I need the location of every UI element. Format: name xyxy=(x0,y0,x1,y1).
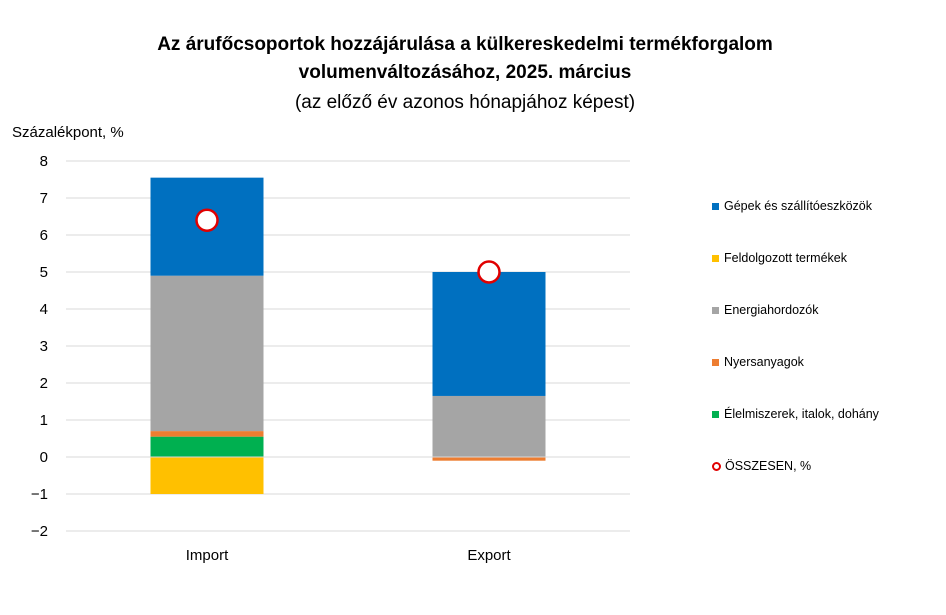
y-tick-label: 4 xyxy=(40,301,48,318)
legend-swatch xyxy=(712,306,719,314)
legend-swatch xyxy=(712,254,719,262)
y-tick-label: 8 xyxy=(40,153,48,170)
legend-marker xyxy=(712,461,721,471)
legend-item: Nyersanyagok xyxy=(712,352,804,372)
legend-label: Gépek és szállítóeszközök xyxy=(724,199,872,213)
chart-title-line2: volumenváltozásához, 2025. március xyxy=(298,62,632,83)
bar-segment xyxy=(432,395,546,457)
bar-segment xyxy=(150,457,264,494)
legend-swatch xyxy=(712,410,719,418)
legend-label: ÖSSZESEN, % xyxy=(725,459,812,473)
y-tick-label: 3 xyxy=(40,338,48,355)
y-tick-label: 5 xyxy=(40,264,48,281)
legend-item: ÖSSZESEN, % xyxy=(712,456,811,476)
chart-title-line1: Az árufőcsoportok hozzájárulása a külker… xyxy=(157,34,773,55)
bar-segment xyxy=(150,275,264,432)
legend-label: Feldolgozott termékek xyxy=(724,251,847,265)
legend-label: Energiahordozók xyxy=(724,303,819,317)
y-tick-label: 0 xyxy=(40,449,48,466)
y-tick-label: 2 xyxy=(40,375,48,392)
legend-item: Élelmiszerek, italok, dohány xyxy=(712,404,879,424)
bar-segment xyxy=(432,272,546,396)
total-marker xyxy=(195,208,219,232)
legend-label: Élelmiszerek, italok, dohány xyxy=(724,407,879,421)
legend-label: Nyersanyagok xyxy=(724,355,804,369)
legend-swatch xyxy=(712,202,719,210)
y-tick-label: 7 xyxy=(40,190,48,207)
bar-segment xyxy=(432,457,546,461)
legend-item: Energiahordozók xyxy=(712,300,819,320)
y-tick-label: −2 xyxy=(31,523,48,540)
x-tick-label: Import xyxy=(186,547,229,564)
y-tick-label: 1 xyxy=(40,412,48,429)
legend-item: Feldolgozott termékek xyxy=(712,248,847,268)
bar-segment xyxy=(150,436,264,457)
legend-item: Gépek és szállítóeszközök xyxy=(712,196,872,216)
y-tick-label: 6 xyxy=(40,227,48,244)
total-marker xyxy=(477,260,501,284)
legend-swatch xyxy=(712,358,719,366)
y-tick-label: −1 xyxy=(31,486,48,503)
x-tick-label: Export xyxy=(467,547,511,564)
y-axis-label: Százalékpont, % xyxy=(12,124,124,141)
chart-subtitle: (az előző év azonos hónapjához képest) xyxy=(294,92,636,113)
bar-segment xyxy=(150,431,264,437)
